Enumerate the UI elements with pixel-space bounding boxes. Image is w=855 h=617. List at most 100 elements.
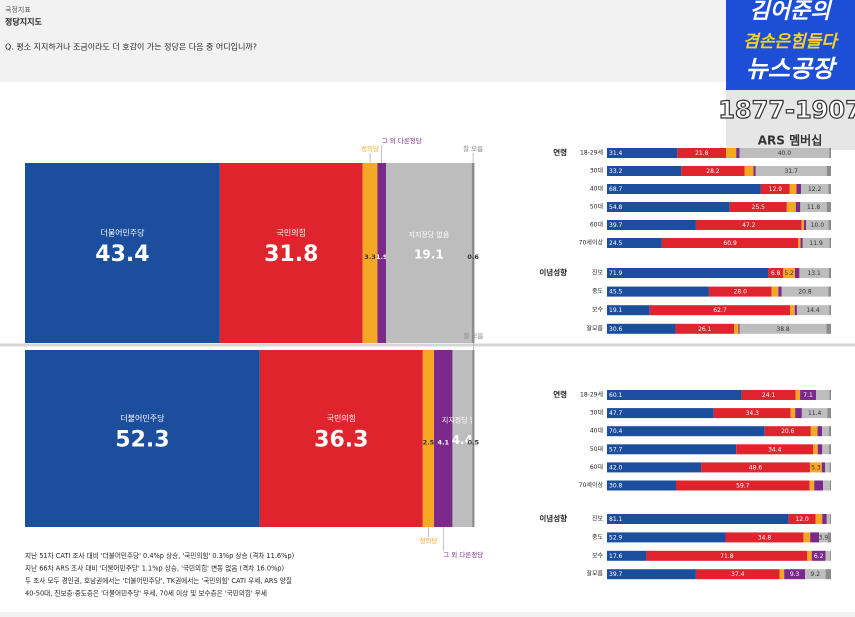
value-label: 68.7 bbox=[609, 186, 623, 193]
row-segment bbox=[801, 220, 804, 230]
value-label: 39.7 bbox=[609, 222, 623, 229]
row-segment bbox=[726, 148, 737, 158]
row-segment bbox=[790, 408, 796, 419]
value-label: 36.3 bbox=[314, 428, 368, 453]
row-label: 18-29세 bbox=[580, 149, 603, 157]
row-segment bbox=[736, 148, 740, 158]
bar-segment bbox=[377, 163, 386, 343]
row-segment bbox=[607, 184, 761, 194]
row-segment bbox=[829, 462, 831, 473]
value-label: 45.5 bbox=[609, 289, 623, 296]
row-segment bbox=[607, 220, 696, 230]
value-label: 10.0 bbox=[811, 222, 825, 229]
bar-segment bbox=[362, 163, 378, 343]
value-label: 14.4 bbox=[806, 307, 820, 314]
value-label: 11.8 bbox=[807, 204, 821, 211]
logo-line: 뉴스공장 bbox=[746, 55, 838, 83]
group-title: 연령 bbox=[553, 389, 567, 399]
bar-segment bbox=[452, 350, 473, 527]
row-segment bbox=[795, 390, 801, 400]
row-label: 30대 bbox=[590, 167, 603, 175]
segment-name: 지지정당 없음 bbox=[408, 230, 449, 239]
bar-segment bbox=[434, 350, 453, 527]
row-label: 보수 bbox=[592, 552, 604, 559]
membership: ARS 멤버십 bbox=[758, 133, 822, 148]
row-segment bbox=[809, 480, 815, 491]
row-segment bbox=[607, 532, 726, 543]
row-segment bbox=[800, 390, 816, 400]
row-segment bbox=[829, 238, 831, 248]
row-label: 60대 bbox=[590, 463, 603, 471]
row-segment bbox=[675, 480, 810, 491]
segment-name: 더불어민주당 bbox=[120, 413, 165, 423]
group-title: 연령 bbox=[553, 147, 567, 157]
logo-line: 김어준의 bbox=[750, 0, 834, 24]
row-segment bbox=[760, 184, 790, 194]
row-segment bbox=[822, 514, 827, 524]
value-label: 42.0 bbox=[609, 464, 623, 471]
value-label: 31.4 bbox=[609, 150, 623, 157]
value-label: 20.6 bbox=[781, 428, 795, 435]
row-segment bbox=[738, 323, 740, 334]
row-segment bbox=[734, 323, 739, 334]
row-segment bbox=[821, 462, 826, 473]
row-segment bbox=[786, 202, 796, 212]
value-label: 38.8 bbox=[776, 326, 790, 333]
value-label: 3.3 bbox=[364, 253, 376, 261]
row-segment bbox=[826, 202, 831, 212]
row-label: 50대 bbox=[590, 445, 603, 453]
value-label: 20.8 bbox=[798, 289, 812, 296]
row-segment bbox=[794, 268, 800, 278]
row-label: 50대 bbox=[590, 203, 603, 211]
row-label: 70세이상 bbox=[579, 239, 604, 247]
row-segment bbox=[708, 286, 772, 297]
value-label: 12.2 bbox=[808, 186, 822, 193]
row-segment bbox=[826, 166, 831, 176]
value-label: 24.1 bbox=[762, 392, 776, 399]
segment-name: 더불어민주당 bbox=[100, 228, 145, 238]
row-segment bbox=[788, 514, 816, 524]
row-label: 잘모름 bbox=[586, 570, 603, 578]
row-segment bbox=[779, 569, 785, 580]
row-segment bbox=[813, 444, 818, 455]
value-label: 59.7 bbox=[736, 483, 750, 490]
row-segment bbox=[817, 444, 823, 455]
value-label: 37.4 bbox=[731, 571, 745, 578]
value-label: 34.3 bbox=[746, 410, 760, 417]
value-label: 48.6 bbox=[749, 464, 763, 471]
segment-name: 그 외 다른정당 bbox=[382, 136, 422, 145]
bar-segment bbox=[25, 350, 260, 527]
note: 지난 66차 ARS 조사 대비 '더불어민주당' 1.1%p 상승, '국민의… bbox=[25, 564, 284, 573]
group-title: 이념성향 bbox=[539, 267, 567, 277]
value-label: 31.7 bbox=[785, 168, 799, 175]
value-label: 21.8 bbox=[695, 150, 709, 157]
value-label: 30.8 bbox=[609, 483, 623, 490]
row-segment bbox=[607, 286, 709, 297]
row-segment bbox=[829, 480, 831, 491]
logo-bottom bbox=[726, 90, 855, 150]
row-segment bbox=[607, 550, 647, 561]
value-label: 39.7 bbox=[609, 571, 623, 578]
segment-name: 잘 모름 bbox=[463, 332, 483, 340]
logo-line: 겸손은힘들다 bbox=[743, 32, 839, 52]
value-label: 9.3 bbox=[790, 571, 800, 578]
row-segment bbox=[807, 550, 812, 561]
value-label: 1.9 bbox=[376, 253, 388, 261]
segment-name: 지지정당 없음 bbox=[442, 416, 483, 425]
row-segment bbox=[801, 408, 828, 419]
value-label: 60.1 bbox=[609, 392, 623, 399]
value-label: 4.1 bbox=[437, 439, 449, 447]
row-segment bbox=[695, 220, 802, 230]
value-label: 30.6 bbox=[609, 326, 623, 333]
row-segment bbox=[799, 268, 829, 278]
value-label: 31.8 bbox=[264, 242, 318, 267]
row-segment bbox=[701, 462, 810, 473]
bar-segment bbox=[25, 163, 220, 343]
value-label: 12.9 bbox=[769, 186, 783, 193]
row-segment bbox=[829, 305, 831, 316]
row-segment bbox=[677, 148, 727, 158]
row-segment bbox=[607, 166, 682, 176]
row-segment bbox=[822, 426, 829, 437]
value-label: 11.4 bbox=[808, 410, 822, 417]
